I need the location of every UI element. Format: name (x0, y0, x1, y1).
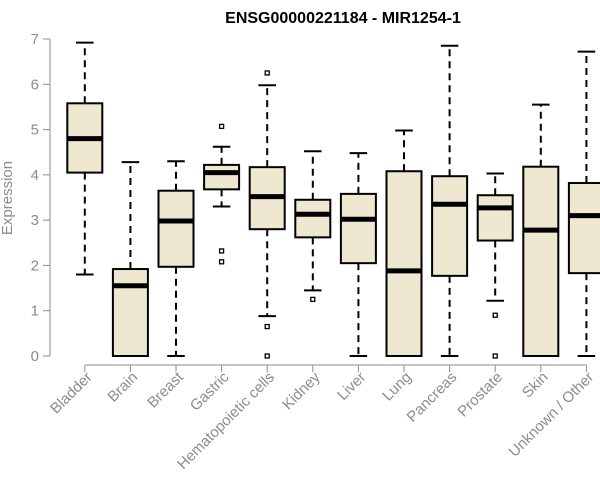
outlier-point (492, 312, 498, 318)
outlier-point (264, 323, 270, 330)
x-tick-label: Pancreas (404, 369, 461, 426)
x-tick-label: Bladder (47, 369, 96, 418)
box-prostate (476, 172, 514, 359)
box-breast (157, 160, 195, 357)
outlier-point (264, 353, 270, 359)
y-tick-label: 0 (31, 348, 39, 365)
x-tick-label: Brain (104, 369, 141, 406)
x-tick-label: Breast (144, 368, 187, 411)
outlier-point (218, 123, 225, 130)
box-iqr (294, 198, 332, 239)
y-tick-label: 1 (31, 303, 39, 320)
y-tick-label: 7 (31, 31, 39, 48)
x-tick-label: Unknown / Other (506, 369, 598, 461)
outlier-point (218, 248, 225, 254)
outlier-point (310, 296, 316, 303)
box-lung (385, 129, 423, 357)
box-iqr (476, 194, 514, 242)
box-hematopoietic-cells (248, 70, 286, 359)
x-tick-label: Skin (519, 369, 552, 402)
box-liver (339, 152, 377, 357)
box-unknown-other (567, 50, 600, 357)
x-tick-label: Kidney (279, 368, 324, 413)
box-bladder (66, 41, 104, 276)
chart-title: ENSG00000221184 - MIR1254-1 (225, 10, 461, 27)
box-brain (111, 161, 149, 357)
box-iqr (339, 192, 377, 265)
box-iqr (567, 182, 600, 275)
box-kidney (294, 150, 332, 303)
y-tick-label: 6 (31, 76, 39, 93)
box-gastric (203, 123, 241, 265)
y-tick-label: 4 (31, 167, 39, 184)
box-iqr (522, 165, 560, 357)
box-iqr (431, 175, 469, 277)
box-iqr (157, 189, 195, 268)
box-iqr (385, 170, 423, 357)
y-tick-label: 5 (31, 122, 39, 139)
x-tick-label: Liver (334, 369, 369, 404)
box-iqr (111, 268, 149, 357)
y-axis: 0 1 2 3 4 5 6 7 (31, 31, 51, 365)
x-tick-label: Prostate (454, 369, 506, 421)
box-iqr (203, 163, 241, 191)
outlier-point (264, 70, 270, 76)
x-tick-label: Lung (379, 369, 415, 405)
x-tick-label: Gastric (187, 368, 233, 414)
outlier-point (492, 353, 498, 359)
y-tick-label: 2 (31, 257, 39, 274)
y-axis-label: Expression (0, 161, 16, 235)
outlier-point (218, 259, 225, 265)
box-pancreas (431, 44, 469, 357)
box-series (66, 41, 600, 359)
y-tick-label: 3 (31, 212, 39, 229)
box-skin (522, 103, 560, 357)
